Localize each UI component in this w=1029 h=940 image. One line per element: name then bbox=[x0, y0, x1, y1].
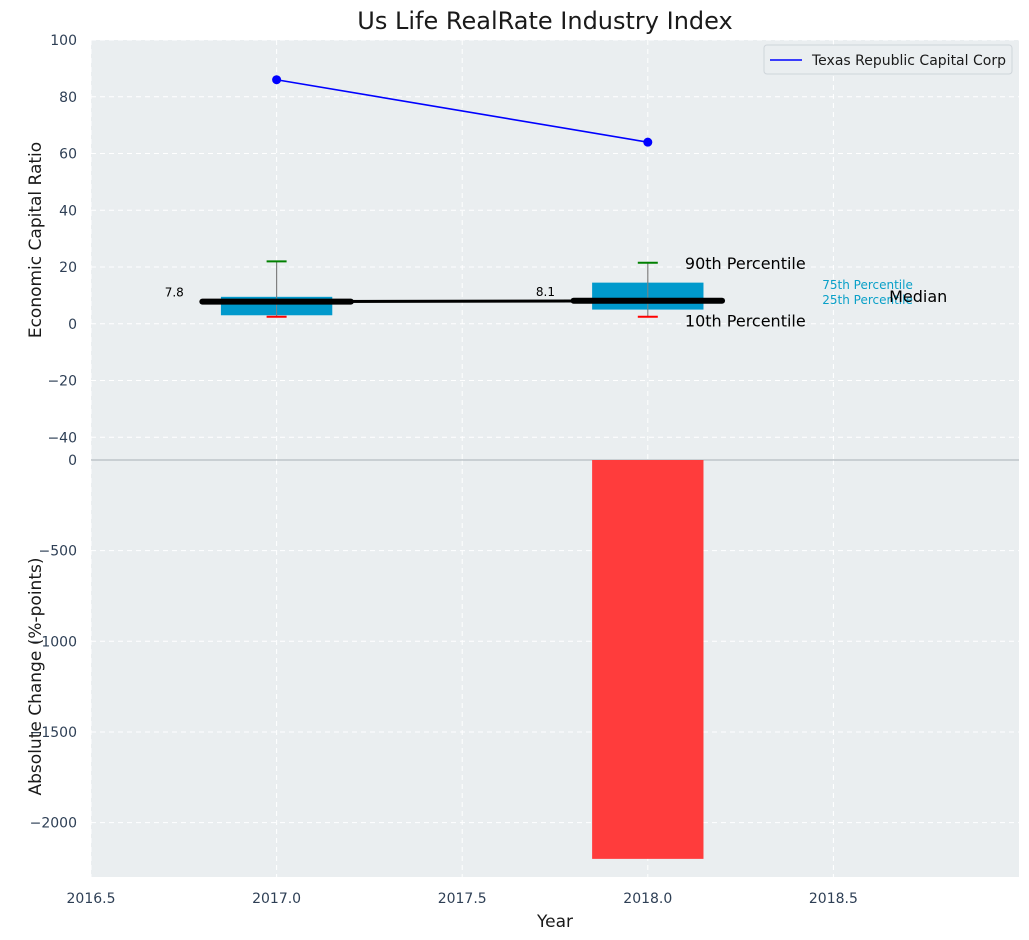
legend-box bbox=[763, 44, 1013, 75]
top-y-tick-label: 80 bbox=[59, 90, 77, 106]
x-axis-label: Year bbox=[536, 912, 573, 932]
x-ticks: 2016.5 2017.0 2017.5 2018.0 2018.5 bbox=[67, 891, 858, 907]
bottom-marks bbox=[91, 459, 1019, 859]
legend: Texas Republic Capital Corp bbox=[763, 44, 1013, 75]
top-y-tick-label: −20 bbox=[47, 374, 77, 390]
top-y-tick-label: 100 bbox=[50, 33, 77, 49]
bottom-y-tick-label: −2000 bbox=[30, 816, 77, 832]
top-y-tick-label: 40 bbox=[59, 203, 77, 219]
x-tick-label: 2017.0 bbox=[252, 891, 301, 907]
x-tick-label: 2018.5 bbox=[809, 891, 858, 907]
bottom-y-axis-label: Absolute Change (%-points) bbox=[26, 558, 46, 796]
top-y-ticks: −40 −20 0 20 40 60 80 100 bbox=[47, 33, 77, 446]
company-line bbox=[276, 78, 648, 143]
top-y-tick-label: 60 bbox=[59, 147, 77, 163]
bottom-y-tick-label: −1500 bbox=[30, 725, 77, 741]
x-tick-label: 2017.5 bbox=[438, 891, 487, 907]
legend-label-texas-republic: Texas Republic Capital Corp bbox=[811, 53, 1006, 69]
top-panel: −40 −20 0 20 40 60 80 100 7.8 8.1 Economic Capit… bbox=[26, 33, 1019, 460]
bottom-y-tick-label: 0 bbox=[68, 453, 77, 469]
top-y-axis-label: Economic Capital Ratio bbox=[26, 142, 46, 338]
annotation-90th-percentile: 90th Percentile bbox=[685, 254, 806, 273]
company-point bbox=[643, 137, 653, 147]
annotation-10th-percentile: 10th Percentile bbox=[685, 312, 806, 331]
bottom-plot-area bbox=[91, 460, 1019, 877]
top-y-tick-label: 0 bbox=[68, 317, 77, 333]
company-point bbox=[272, 75, 282, 85]
annotation-75th-percentile: 75th Percentile bbox=[822, 278, 913, 292]
bottom-y-ticks: −2000 −1500 −1000 −500 0 bbox=[30, 453, 77, 832]
median-value-label: 7.8 bbox=[165, 286, 184, 300]
median-value-label: 8.1 bbox=[536, 285, 555, 299]
chart-title: Us Life RealRate Industry Index bbox=[357, 7, 732, 35]
change-bar bbox=[592, 460, 704, 859]
x-tick-label: 2018.0 bbox=[623, 891, 672, 907]
top-grid bbox=[90, 39, 1019, 460]
bottom-y-tick-label: −1000 bbox=[30, 634, 77, 650]
top-plot-area bbox=[91, 40, 1019, 460]
bottom-panel: −2000 −1500 −1000 −500 0 Absolute Change (%-… bbox=[26, 453, 1019, 877]
x-tick-label: 2016.5 bbox=[67, 891, 116, 907]
bottom-y-tick-label: −500 bbox=[39, 544, 77, 560]
top-y-tick-label: 20 bbox=[59, 260, 77, 276]
top-marks: 7.8 8.1 bbox=[165, 75, 726, 318]
annotation-25th-percentile: 25th Percentile bbox=[822, 293, 913, 307]
top-y-tick-label: −40 bbox=[47, 430, 77, 446]
median-trend-line bbox=[276, 299, 648, 304]
annotation-median: Median bbox=[889, 287, 947, 306]
